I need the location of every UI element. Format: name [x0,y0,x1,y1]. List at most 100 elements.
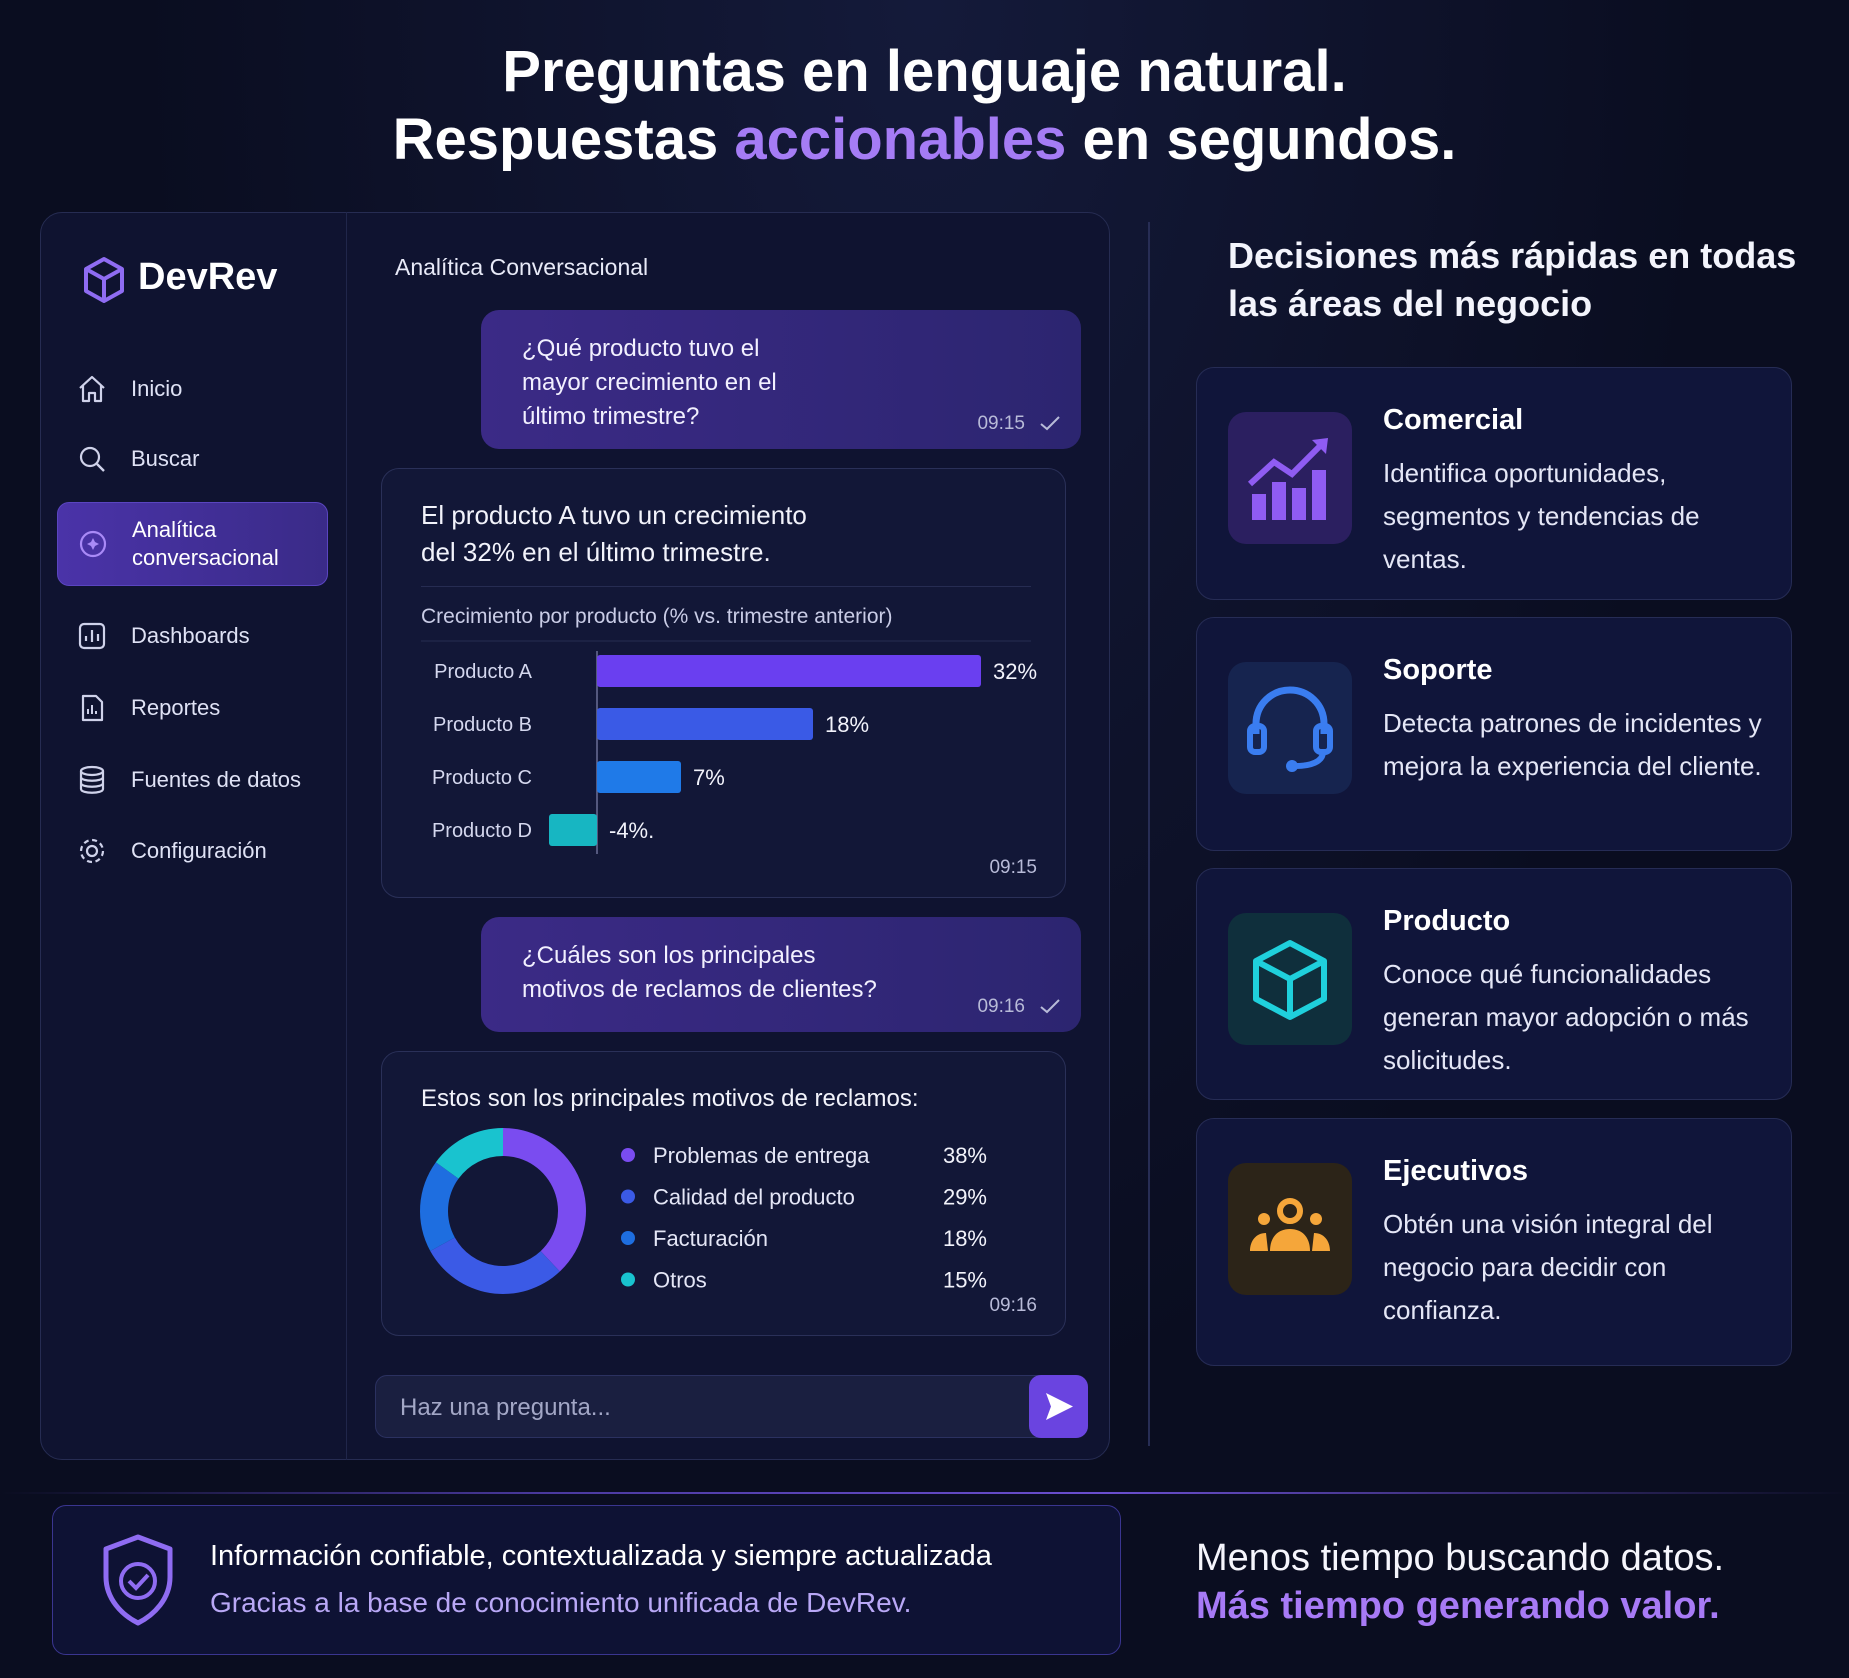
send-icon [1046,1393,1073,1420]
icon-tile [1228,662,1352,794]
nav-item[interactable]: Fuentes de datos [57,750,328,810]
donut-segment [420,1162,459,1251]
section-title: Decisiones más rápidas en todas las área… [1228,235,1797,324]
shield-icon [103,1534,173,1626]
nav-label: Fuentes de datos [131,767,302,792]
sidebar [40,212,347,1460]
card-text: Detecta patrones de incidentes y mejora … [1383,708,1762,781]
tagline: Menos tiempo buscando datos. [1196,1537,1725,1579]
legend-dot [621,1148,635,1162]
read-check [1040,416,1060,431]
nav-icon [79,446,105,472]
nav-icon [79,838,105,864]
bot-answer: Estos son los principales motivos de rec… [381,1051,1066,1336]
card-icon [1250,1198,1330,1251]
headline: Preguntas en lenguaje natural. [502,39,1347,104]
donut-segment [435,1128,503,1179]
card-icon [1253,940,1327,1020]
chat-title: Analítica Conversacional [395,254,649,280]
icon-tile [1228,1163,1352,1295]
value-label: 7% [693,765,725,790]
legend-value: 18% [943,1226,987,1251]
message-time: 09:15 [989,857,1037,878]
trust-banner [52,1505,1121,1655]
donut-segment [430,1237,560,1294]
nav-item[interactable]: Inicio [57,359,328,419]
card-icon [1247,438,1328,520]
message-text: ¿Qué producto tuvo el mayor crecimiento … [522,335,777,430]
bar-chart: Crecimiento por producto (% vs. trimestr… [421,605,1037,854]
nav-label: Inicio [131,376,183,401]
user-message: ¿Cuáles son los principales motivos de r… [481,917,1081,1032]
nav-label: Buscar [131,446,200,471]
card-text: Obtén una visión integral del negocio pa… [1383,1209,1713,1325]
nav-icon [78,622,106,650]
headline-highlight: accionables [734,107,1067,172]
chart-title: Crecimiento por producto (% vs. trimestr… [421,605,893,628]
message-time: 09:15 [977,413,1025,434]
question-input[interactable]: Haz una pregunta... [375,1375,1088,1438]
card-title: Ejecutivos [1383,1155,1529,1187]
value-label: 32% [993,659,1037,684]
nav-item[interactable]: Configuración [57,821,328,881]
card-title: Comercial [1383,404,1524,436]
message-time: 09:16 [989,1295,1037,1316]
legend-label: Facturación [653,1226,768,1251]
nav-item[interactable]: Buscar [57,429,328,489]
legend-value: 15% [943,1268,987,1293]
bot-answer: El producto A tuvo un crecimiento del 32… [381,468,1066,898]
bar [597,655,981,687]
nav-icon [81,694,104,722]
nav-item-active[interactable]: Analítica conversacional [57,502,328,586]
brand-name: DevRev [138,256,278,298]
bar [597,708,813,740]
category-label: Producto D [432,820,532,842]
value-label: -4%. [609,818,654,843]
legend-label: Calidad del producto [653,1185,855,1210]
legend-value: 38% [943,1143,987,1168]
banner-title: Información confiable, contextualizada y… [210,1540,992,1572]
divider [1148,222,1150,1446]
bar [597,761,681,793]
legend-dot [621,1231,635,1245]
card-icon [1247,686,1333,772]
icon-tile [1228,913,1352,1045]
legend-dot [621,1272,635,1287]
nav-item[interactable]: Dashboards [57,606,328,666]
card-text: Conoce qué funcionalidades generan mayor… [1383,959,1749,1075]
message-time: 09:16 [977,996,1025,1017]
donut-chart: Problemas de entrega 38% Calidad del produ… [420,1128,987,1294]
message-text: El producto A tuvo un crecimiento del 32… [421,500,807,567]
card-text: Identifica oportunidades, segmentos y te… [1383,458,1700,574]
category-label: Producto C [432,767,532,789]
bar [549,814,597,846]
card-title: Producto [1383,905,1511,937]
nav-icon [79,375,105,403]
headline-second: Respuestas accionables en segundos. [0,106,1849,173]
card-title: Soporte [1383,654,1493,686]
message-text: Estos son los principales motivos de rec… [421,1085,919,1112]
icon-tile [1228,412,1352,544]
send-button[interactable] [1029,1375,1088,1438]
separator [421,586,1031,587]
area-card: Producto Conoce qué funcionalidades gener… [1196,868,1792,1100]
category-label: Producto B [433,714,532,736]
nav-item[interactable]: Reportes [57,678,328,738]
brand-logo [84,257,124,303]
area-card: Soporte Detecta patrones de incidentes y … [1196,617,1792,851]
legend-label: Problemas de entrega [653,1143,870,1168]
user-message: ¿Qué producto tuvo el mayor crecimiento … [481,310,1081,449]
donut-segment [503,1128,586,1272]
legend-dot [621,1189,635,1204]
nav-label: Configuración [131,838,267,863]
input-placeholder: Haz una pregunta... [400,1394,611,1421]
glow-line [0,1492,1849,1494]
nav-icon [79,765,105,794]
nav-icon [79,530,107,558]
message-text: ¿Cuáles son los principales motivos de r… [522,942,877,1003]
legend-label: Otros [653,1268,707,1293]
area-card: Comercial Identifica oportunidades, segme… [1196,367,1792,600]
nav-label: Reportes [131,695,221,720]
headline-part: Respuestas [392,107,719,172]
